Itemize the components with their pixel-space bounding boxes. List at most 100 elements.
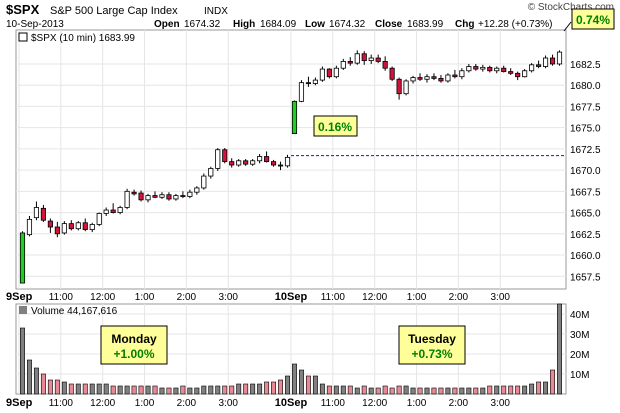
price-x-axis: 9Sep 11:00 12:00 1:00 2:00 3:00 10Sep 11:00 12:0… (6, 291, 510, 303)
volume-bar (305, 375, 311, 395)
volume-bar (410, 387, 416, 395)
volume-bar (96, 383, 102, 395)
price-x-tick-label: 3:00 (490, 292, 510, 303)
candle (536, 60, 542, 69)
volume-bar (47, 379, 53, 395)
volume-bar (229, 385, 235, 395)
volume-bar (431, 387, 437, 395)
price-x-tick-label: 10Sep (275, 291, 308, 303)
volume-bar (480, 387, 486, 395)
candle-body (47, 220, 53, 228)
candle (82, 218, 88, 232)
candle (529, 63, 535, 73)
price-tick-label: 1667.5 (570, 187, 601, 198)
candle-body (403, 80, 409, 95)
annotation-tuesday-title: Tuesday (408, 332, 456, 346)
candle (473, 63, 479, 71)
annotation-tuesday-change: +0.73% (411, 347, 452, 361)
volume-bar (152, 385, 158, 395)
volume-bar (138, 385, 144, 395)
candle (522, 69, 528, 78)
volume-bar (326, 385, 332, 395)
candle (284, 154, 291, 168)
volume-bar (389, 387, 395, 395)
volume-bar (298, 369, 304, 395)
candle-body (103, 209, 109, 214)
candle-body (452, 74, 458, 78)
volume-x-tick-label: 2:00 (177, 398, 197, 409)
candle-body (501, 67, 507, 73)
candle-body (382, 61, 388, 69)
candle-body (333, 67, 339, 78)
volume-bar (333, 385, 339, 395)
candle-body (445, 74, 451, 82)
volume-legend-swatch (19, 306, 27, 314)
volume-bar (292, 363, 297, 395)
candle-body (173, 195, 179, 200)
volume-x-tick-label: 12:00 (362, 398, 387, 409)
candle-body (396, 78, 402, 95)
candle (264, 151, 270, 163)
candle-body (438, 78, 444, 82)
candle (89, 222, 95, 233)
volume-bar (285, 375, 290, 395)
candle-body (236, 160, 242, 166)
price-x-tick-label: 1:00 (135, 292, 155, 303)
candle (26, 215, 33, 237)
volume-x-tick-label: 11:00 (49, 398, 74, 409)
symbol-label: $SPX (6, 2, 40, 17)
volume-bar (452, 387, 458, 395)
candle (556, 50, 563, 66)
volume-bar (487, 385, 493, 395)
volume-bar (187, 387, 193, 395)
candle-body (487, 66, 493, 72)
candle-body (208, 168, 214, 177)
annotation-monday-change: +1.00% (113, 347, 154, 361)
candle-body (291, 100, 298, 134)
volume-bar (473, 387, 479, 395)
volume-bar (550, 369, 556, 395)
candle-body (277, 164, 284, 167)
volume-x-tick-label: 9Sep (6, 397, 33, 409)
candle (452, 69, 458, 79)
candle-body (145, 195, 151, 201)
candle (40, 204, 46, 222)
candle-body (229, 161, 235, 166)
volume-bar (264, 381, 270, 395)
volume-tick-label: 20M (570, 350, 589, 361)
candle (96, 212, 102, 227)
candle (508, 68, 514, 76)
volume-bar (89, 383, 95, 395)
volume-bar (375, 387, 381, 395)
candle (222, 148, 228, 164)
volume-bar (201, 385, 207, 395)
candle-body (473, 66, 479, 70)
candle (180, 191, 186, 199)
candle-body (284, 156, 291, 167)
candle-body (536, 64, 542, 67)
volume-bar (20, 327, 25, 395)
annotation-monday: Monday +1.00% (100, 325, 168, 365)
candle (243, 159, 249, 166)
candle-body (110, 209, 116, 213)
volume-bar (319, 383, 325, 395)
candle-body (431, 76, 437, 79)
volume-bar (236, 383, 242, 395)
candle (215, 148, 221, 171)
candle (417, 73, 423, 81)
legend-swatch (18, 32, 28, 42)
chg-label: Chg (455, 19, 474, 30)
candle (333, 65, 339, 79)
candle (480, 64, 486, 72)
volume-bar (522, 385, 528, 395)
annotation-tuesday: Tuesday +0.73% (398, 325, 466, 365)
candle-body (354, 53, 360, 64)
volume-bar (424, 387, 430, 395)
high-label: High (233, 19, 255, 30)
volume-tick-label: 40M (570, 310, 589, 321)
volume-bar (250, 383, 256, 395)
candle-body (159, 194, 165, 198)
volume-bar (382, 385, 388, 395)
volume-x-tick-label: 2:00 (449, 398, 469, 409)
candle-body (82, 222, 88, 230)
